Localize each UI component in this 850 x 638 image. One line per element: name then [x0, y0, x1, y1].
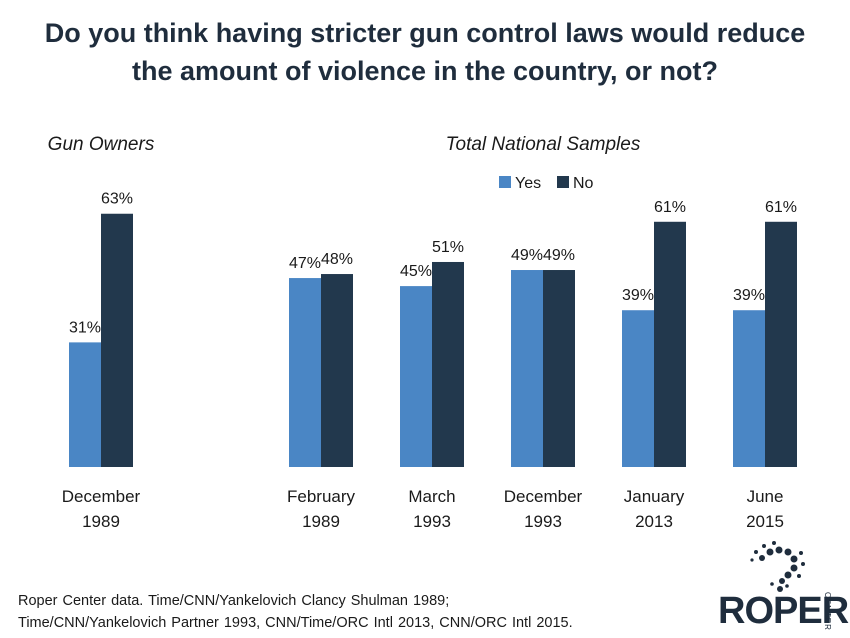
logo-subtext: CENTER	[823, 592, 832, 631]
bar-no	[432, 261, 464, 467]
category-label: 1989	[82, 512, 120, 531]
title-line-2: the amount of violence in the country, o…	[131, 56, 718, 86]
category-label: 1989	[302, 512, 340, 531]
source-line-1: Roper Center data. Time/CNN/Yankelovich …	[18, 593, 450, 609]
bar-no	[321, 274, 353, 467]
legend-label: No	[573, 175, 594, 192]
bar-yes	[289, 278, 321, 467]
source-line-2: Time/CNN/Yankelovich Partner 1993, CNN/T…	[18, 615, 573, 631]
logo-wordmark: ROPER	[718, 590, 849, 632]
category-label: January	[624, 487, 685, 506]
bar-no	[654, 221, 686, 467]
bar-no	[543, 270, 575, 467]
chart-title: Do you think having stricter gun control…	[10, 14, 840, 90]
data-label: 48%	[321, 251, 353, 268]
roper-center-logo: ROPER CENTER	[700, 540, 849, 634]
data-label: 49%	[543, 247, 575, 264]
category-label: 1993	[524, 512, 562, 531]
data-label: 61%	[765, 199, 797, 216]
title-line-1: Do you think having stricter gun control…	[44, 18, 806, 48]
category-label: December	[62, 487, 141, 506]
logo-dots-icon	[750, 541, 805, 592]
category-label: 2015	[746, 512, 784, 531]
source-note: Roper Center data. Time/CNN/Yankelovich …	[18, 590, 658, 634]
data-label: 39%	[733, 287, 765, 304]
bar-yes	[400, 286, 432, 467]
legend-label: Yes	[515, 175, 541, 192]
data-label: 61%	[654, 199, 686, 216]
category-label: June	[747, 487, 784, 506]
data-label: 63%	[101, 191, 133, 208]
data-label: 45%	[400, 263, 432, 280]
data-label: 51%	[432, 239, 464, 256]
bar-yes	[511, 270, 543, 467]
category-label: March	[408, 487, 455, 506]
bar-no	[101, 213, 133, 467]
legend-swatch-no	[557, 176, 569, 188]
category-label: 2013	[635, 512, 673, 531]
group-label: Total National Samples	[446, 134, 641, 155]
category-label: 1993	[413, 512, 451, 531]
bar-yes	[733, 310, 765, 467]
legend-swatch-yes	[499, 176, 511, 188]
bar-yes	[622, 310, 654, 467]
bar-no	[765, 221, 797, 467]
category-label: February	[287, 487, 356, 506]
group-label: Gun Owners	[48, 134, 155, 155]
bar-yes	[69, 342, 101, 467]
category-label: December	[504, 487, 583, 506]
data-label: 49%	[511, 247, 543, 264]
data-label: 47%	[289, 255, 321, 272]
bar-chart: Gun Owners 31% 63% December 1989 Total Nation…	[48, 134, 797, 531]
data-label: 31%	[69, 319, 101, 336]
data-label: 39%	[622, 287, 654, 304]
